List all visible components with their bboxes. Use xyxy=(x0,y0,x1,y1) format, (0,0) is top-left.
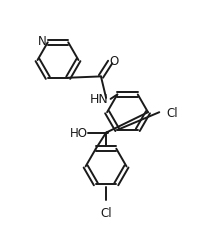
Text: HO: HO xyxy=(69,126,87,139)
Text: HN: HN xyxy=(90,93,109,106)
Text: Cl: Cl xyxy=(100,206,112,219)
Text: N: N xyxy=(38,35,47,48)
Text: O: O xyxy=(110,54,119,67)
Text: Cl: Cl xyxy=(166,106,178,119)
